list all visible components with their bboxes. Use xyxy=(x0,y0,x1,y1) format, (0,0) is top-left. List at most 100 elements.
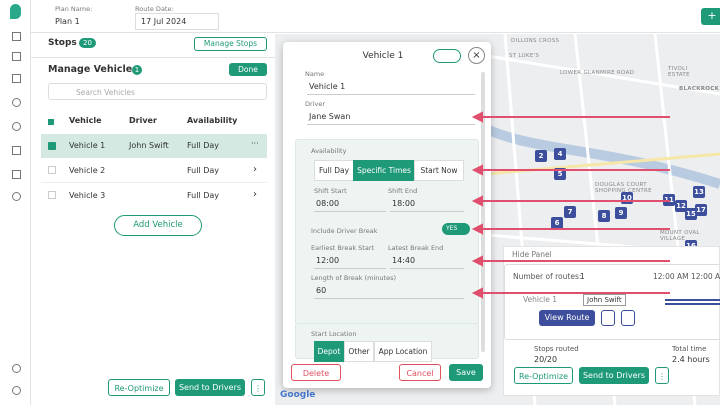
nav-icon[interactable] xyxy=(12,170,21,179)
stop-marker[interactable]: 6 xyxy=(551,217,563,229)
attribution: Google xyxy=(280,390,316,400)
option-selected[interactable]: Specific Times xyxy=(353,160,415,181)
stops-count: 20 xyxy=(79,38,96,48)
settings-icon[interactable] xyxy=(12,386,21,395)
map-toggle[interactable] xyxy=(433,49,461,63)
row[interactable]: Vehicle 3 Full Day › xyxy=(41,183,267,208)
option[interactable]: App Location xyxy=(374,341,432,362)
option[interactable]: Full Day xyxy=(314,160,354,181)
option-selected[interactable]: Depot xyxy=(314,341,344,362)
stop-marker[interactable]: 8 xyxy=(598,210,610,222)
scrollbar[interactable] xyxy=(481,72,485,352)
shift-start[interactable]: 08:00 xyxy=(314,196,386,212)
stops-routed: 20/20 xyxy=(534,355,558,364)
stop-marker[interactable]: 10 xyxy=(621,192,633,204)
download-button[interactable] xyxy=(621,310,635,326)
date-input[interactable]: 17 Jul 2024 xyxy=(135,13,219,30)
checkbox[interactable] xyxy=(48,142,56,150)
plan-name[interactable]: Plan 1 xyxy=(55,17,80,26)
timeline xyxy=(665,299,720,305)
label: Shift Start xyxy=(314,187,347,195)
vehicle: Vehicle 1 xyxy=(69,141,106,150)
save-button[interactable]: Save xyxy=(449,364,483,381)
label: Latest Break End xyxy=(388,244,444,252)
delete-button[interactable]: Delete xyxy=(291,364,341,381)
routes-count: 1 xyxy=(580,272,585,281)
add-vehicle-button[interactable]: Add Vehicle xyxy=(114,215,202,236)
map-label: TIVOLI ESTATE xyxy=(668,66,690,78)
driver: John Swift xyxy=(129,141,169,150)
stop-marker[interactable]: 12 xyxy=(675,200,687,212)
reoptimize-button[interactable]: Re-Optimize xyxy=(108,379,170,396)
more-button[interactable]: ⋮ xyxy=(251,379,265,396)
menu-icon[interactable]: ··· xyxy=(251,139,259,148)
checkbox[interactable] xyxy=(48,166,56,174)
nav-icon[interactable] xyxy=(12,32,21,41)
stop-marker[interactable]: 11 xyxy=(663,194,675,206)
stop-marker[interactable]: 7 xyxy=(564,206,576,218)
label: Availability xyxy=(311,147,347,155)
map-roads xyxy=(472,34,720,405)
break-end[interactable]: 14:40 xyxy=(390,253,464,269)
chevron[interactable]: › xyxy=(253,189,257,200)
cancel-button[interactable]: Cancel xyxy=(399,364,441,381)
send-button[interactable]: Send to Drivers xyxy=(579,367,649,384)
manage-stops-button[interactable]: Manage Stops xyxy=(194,37,267,51)
total-time: 2.4 hours xyxy=(672,355,710,364)
stop-marker[interactable]: 4 xyxy=(554,148,566,160)
map-label: DOUGLAS COURT SHOPPING CENTRE xyxy=(595,182,652,194)
checkbox[interactable] xyxy=(48,191,56,199)
vehicle: Vehicle 1 xyxy=(523,295,557,304)
availability: Full Day xyxy=(187,166,220,175)
map-label: BLACKROCK xyxy=(679,86,720,92)
label: Length of Break (minutes) xyxy=(311,274,397,282)
option[interactable]: Start Now xyxy=(414,160,464,181)
stop-marker[interactable]: 13 xyxy=(693,186,705,198)
break-start[interactable]: 12:00 xyxy=(314,253,386,269)
route-card: Number of routes: 1 12:00 AM 12:00 AM Ve… xyxy=(504,264,720,340)
nav-icon[interactable] xyxy=(12,98,21,107)
stop-marker[interactable]: 5 xyxy=(554,168,566,180)
nav-icon[interactable] xyxy=(12,74,21,83)
map-label: MOUNT OVAL VILLAGE xyxy=(660,230,700,242)
select-all[interactable] xyxy=(48,119,54,125)
nav-icon[interactable] xyxy=(12,192,21,201)
label: Plan Name: xyxy=(55,5,93,13)
close-button[interactable]: × xyxy=(468,47,485,64)
nav-icon[interactable] xyxy=(12,122,21,131)
label: Name xyxy=(305,70,325,78)
option[interactable]: Other xyxy=(344,341,374,362)
stop-marker[interactable]: 15 xyxy=(685,208,697,220)
stop-marker[interactable]: 9 xyxy=(615,207,627,219)
map-label: ST LUKE'S xyxy=(509,53,540,59)
vehicles-count: 1 xyxy=(132,65,142,75)
more-button[interactable]: ⋮ xyxy=(655,367,669,384)
print-button[interactable] xyxy=(601,310,615,326)
time-start: 12:00 AM xyxy=(653,272,689,281)
search-input[interactable]: Search Vehicles xyxy=(48,83,267,100)
chevron[interactable]: › xyxy=(253,164,257,175)
left-panel: Stops 20 Manage Stops Manage Vehicles 1 … xyxy=(31,34,275,405)
row-selected[interactable]: Vehicle 1 John Swift Full Day ··· xyxy=(41,134,267,158)
done-button[interactable]: Done xyxy=(229,63,267,76)
stop-marker[interactable]: 2 xyxy=(535,150,547,162)
nav-icon[interactable] xyxy=(12,146,21,155)
reoptimize-button[interactable]: Re-Optimize xyxy=(514,367,573,384)
label: Add Vehicle xyxy=(133,220,183,230)
break-toggle[interactable]: YES xyxy=(442,223,470,235)
stop-marker[interactable]: 17 xyxy=(695,204,707,216)
name-input[interactable]: Vehicle 1 xyxy=(307,79,475,95)
view-route-button[interactable]: View Route xyxy=(539,310,595,326)
shift-end[interactable]: 18:00 xyxy=(390,196,464,212)
nav-icon[interactable] xyxy=(12,364,21,373)
send-button[interactable]: Send to Drivers xyxy=(175,379,245,396)
nav-icon[interactable] xyxy=(12,52,21,61)
add-button[interactable]: + xyxy=(701,8,720,25)
break-length[interactable]: 60 xyxy=(314,283,464,299)
label: Shift End xyxy=(388,187,418,195)
hide-panel[interactable]: Hide Panel xyxy=(512,250,552,259)
row[interactable]: Vehicle 2 Full Day › xyxy=(41,158,267,183)
driver-select[interactable]: Jane Swan xyxy=(307,109,475,125)
vehicle: Vehicle 2 xyxy=(69,166,106,175)
